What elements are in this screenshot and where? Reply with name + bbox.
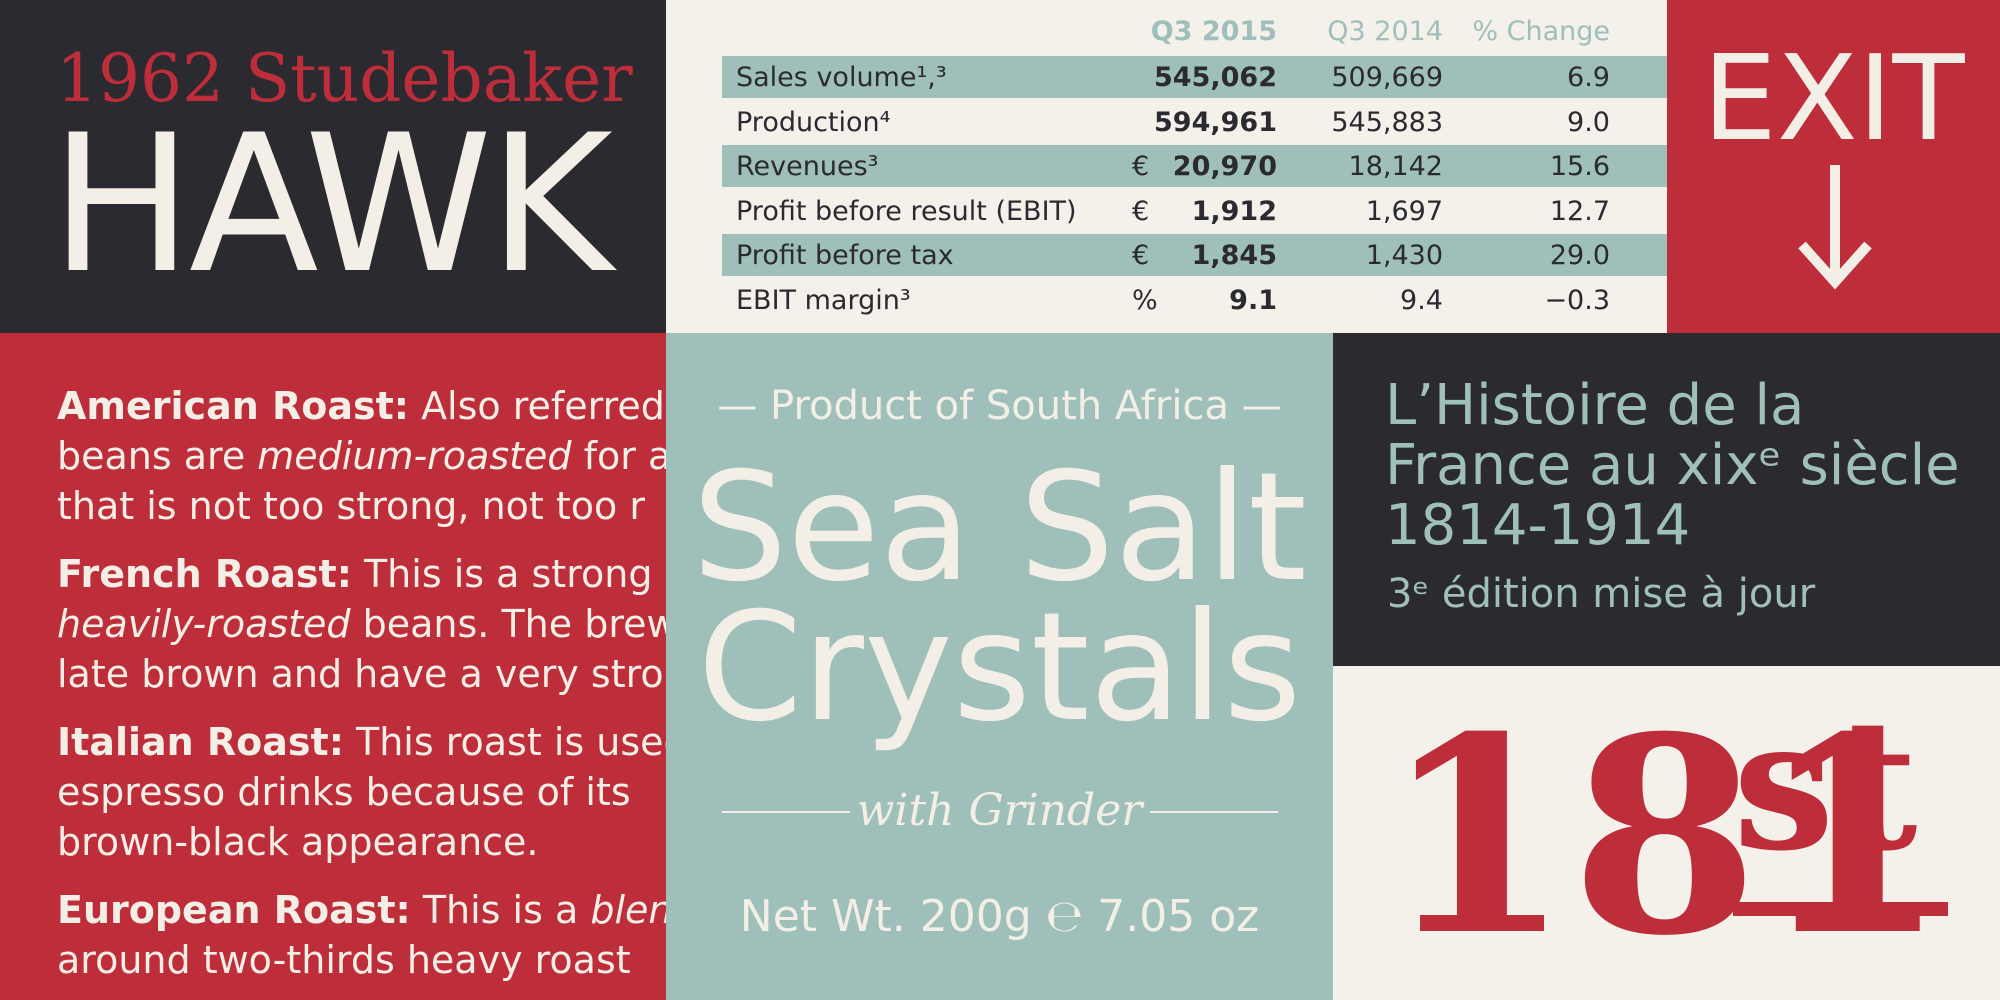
roast-run: that is not too strong, not too r — [57, 484, 645, 528]
roast-run: brown-black appearance. — [57, 820, 539, 864]
row-value: 1,697 — [1365, 195, 1443, 227]
roast-line: heavily-roasted beans. The brew — [57, 599, 666, 649]
roast-run: This roast is used — [343, 720, 666, 764]
row-value: 1,912 — [1191, 195, 1277, 227]
roast-line: around two-thirds heavy roast — [57, 935, 666, 985]
table-header: % Change — [1472, 16, 1610, 47]
row-value: 15.6 — [1549, 151, 1610, 183]
row-value: 509,669 — [1331, 62, 1443, 93]
roast-paragraph: Italian Roast: This roast is used espress… — [57, 717, 666, 867]
exit-sign: EXIT — [1702, 29, 1965, 167]
row-label: Sales volume¹,³ — [736, 62, 947, 93]
row-value: 9.1 — [1229, 285, 1277, 316]
row-value: 6.9 — [1567, 62, 1610, 93]
roast-run: This is a strong r — [351, 552, 666, 596]
salt-line1: Sea Salt — [692, 441, 1307, 615]
roast-run: European Roast: — [57, 888, 411, 932]
roast-line: American Roast: Also referred — [57, 381, 666, 431]
roast-paragraph: European Roast: This is a blendaround tw… — [57, 885, 666, 985]
roast-panel: American Roast: Also referred beans are m… — [0, 333, 666, 1000]
row-value: 1,845 — [1191, 240, 1277, 272]
row-stripe — [722, 56, 1667, 98]
history-panel: L’Histoire de la France au xixᵉ siècle 181… — [1333, 333, 2000, 666]
roast-line: Italian Roast: This roast is used — [57, 717, 666, 767]
exit-panel: EXIT — [1667, 0, 2000, 333]
roast-run: Also referred — [408, 384, 665, 428]
salt-rules — [722, 811, 1278, 813]
hawk-panel: 1962 Studebaker HAWK — [0, 0, 666, 333]
roast-line: late brown and have a very stro — [57, 649, 666, 699]
row-value: 545,883 — [1331, 106, 1443, 138]
roast-run: medium-roasted — [257, 434, 572, 478]
row-value: 545,062 — [1154, 62, 1277, 93]
table-header: Q3 2014 — [1327, 16, 1443, 47]
row-value: 594,961 — [1154, 106, 1277, 138]
roast-run: Italian Roast: — [57, 720, 344, 764]
salt-origin: — Product of South Africa — — [717, 383, 1282, 429]
row-label: Revenues³ — [736, 151, 879, 183]
salt-extra: with Grinder — [856, 785, 1143, 836]
roast-line: espresso drinks because of its — [57, 767, 666, 817]
row-value: 29.0 — [1549, 240, 1610, 272]
row-stripe — [722, 234, 1667, 277]
roast-text: American Roast: Also referred beans are m… — [57, 381, 666, 1000]
row-unit: € — [1132, 195, 1150, 227]
history-line: 1814-1914 — [1385, 493, 1691, 558]
row-stripe — [722, 145, 1667, 188]
exit-arrow — [1798, 165, 1872, 290]
roast-run: beans. The brew — [350, 602, 666, 646]
row-unit: % — [1132, 285, 1158, 316]
roast-line: European Roast: This is a blend — [57, 885, 666, 935]
ordinal-suffix: st — [1733, 680, 1918, 891]
ordinal-number: 181 — [1383, 677, 1947, 995]
history-line: France au xixᵉ siècle — [1385, 433, 1960, 498]
roast-run: beans are — [57, 434, 258, 478]
roast-run: This is a — [410, 888, 591, 932]
row-value: 20,970 — [1172, 151, 1277, 183]
history-line: L’Histoire de la — [1385, 373, 1805, 438]
roast-line: beans are medium-roasted for a — [57, 431, 666, 481]
ordinal-panel: 181 st — [1333, 666, 2000, 1000]
row-value: 9.0 — [1567, 106, 1610, 138]
roast-line: brown-black appearance. — [57, 817, 666, 867]
roast-run: heavily-roasted — [57, 602, 351, 646]
table-panel: Q3 2015 Q3 2014 % Change Sales volume¹,³ 545… — [666, 0, 1667, 333]
roast-run: late brown and have a very stro — [57, 652, 664, 696]
roast-line: French Roast: This is a strong r — [57, 549, 666, 599]
roast-line: that is not too strong, not too r — [57, 481, 666, 531]
row-unit: € — [1132, 240, 1150, 272]
roast-run: blend — [590, 888, 666, 932]
salt-weight: Net Wt. 200g ℮ 7.05 oz — [739, 891, 1260, 942]
hawk-title: HAWK — [50, 94, 613, 315]
row-value: 1,430 — [1365, 240, 1443, 272]
hawk-subtitle: 1962 Studebaker — [56, 40, 633, 117]
row-value: 18,142 — [1348, 151, 1443, 183]
row-label: Profit before tax — [736, 240, 954, 272]
roast-run: espresso drinks because of its — [57, 770, 631, 814]
history-edition: 3ᵉ édition mise à jour — [1387, 571, 1816, 617]
roast-paragraph: American Roast: Also referred beans are m… — [57, 381, 666, 531]
salt-panel: — Product of South Africa — Sea Salt Cry… — [666, 333, 1333, 1000]
row-label: Production⁴ — [736, 106, 891, 138]
ordinal-underline — [1733, 902, 1948, 916]
roast-run: American Roast: — [57, 384, 409, 428]
roast-run: around two-thirds heavy roast — [57, 938, 631, 982]
row-value: 9.4 — [1400, 285, 1443, 316]
roast-run: for a — [571, 434, 666, 478]
salt-line2: Crystals — [697, 581, 1302, 755]
row-unit: € — [1132, 151, 1150, 183]
roast-run: French Roast: — [57, 552, 352, 596]
row-value: 12.7 — [1549, 195, 1610, 227]
table-header: Q3 2015 — [1150, 16, 1277, 47]
row-label: Profit before result (EBIT) — [736, 195, 1077, 227]
roast-paragraph: French Roast: This is a strong r heavily-… — [57, 549, 666, 699]
row-label: EBIT margin³ — [736, 285, 911, 316]
row-value: −0.3 — [1544, 285, 1610, 316]
